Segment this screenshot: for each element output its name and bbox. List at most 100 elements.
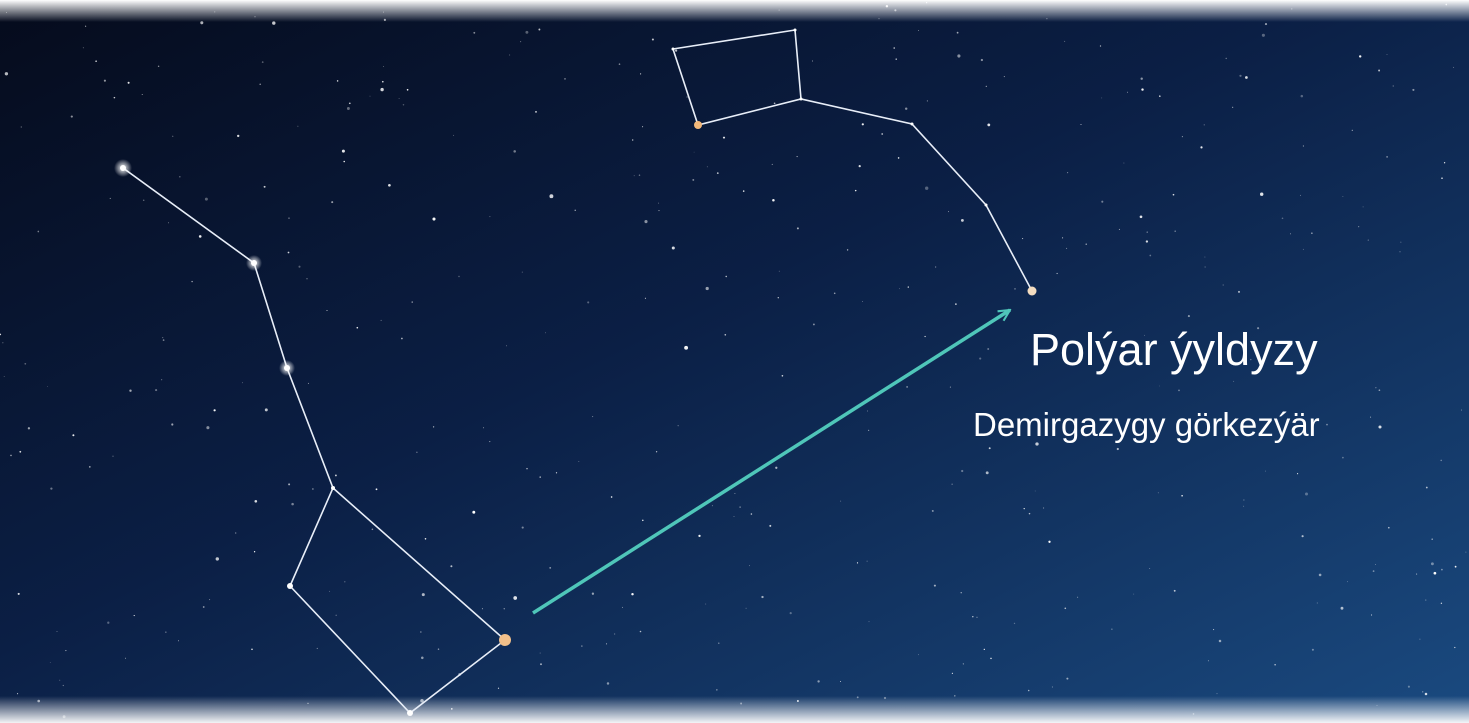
background-star (1086, 244, 1087, 245)
background-star (957, 32, 959, 34)
background-star (862, 123, 864, 125)
background-star (206, 426, 209, 429)
background-star (1204, 124, 1205, 125)
background-star (171, 423, 173, 425)
background-star (587, 301, 589, 303)
background-star (761, 596, 763, 598)
background-star (1378, 425, 1381, 428)
background-star (438, 648, 439, 649)
page: Polýar ýyldyzy Demirgazygy görkezýär (()… (0, 0, 1469, 723)
background-star (216, 557, 219, 560)
background-star (686, 96, 688, 98)
background-star (957, 54, 960, 57)
background-star (749, 565, 750, 566)
background-star (1100, 45, 1101, 46)
background-star (388, 184, 391, 187)
background-star (1081, 124, 1082, 125)
background-star (1465, 552, 1466, 553)
background-star (1181, 495, 1183, 497)
background-star (1453, 67, 1454, 68)
background-star (652, 38, 654, 40)
background-star (1174, 590, 1176, 592)
background-star (1312, 649, 1314, 651)
background-star (203, 606, 205, 608)
background-star (631, 593, 633, 595)
background-star (72, 434, 74, 436)
background-star (1217, 693, 1218, 694)
background-star (1067, 172, 1068, 173)
background-star (1300, 195, 1301, 196)
background-star (1188, 315, 1190, 317)
background-star (1052, 686, 1053, 687)
background-star (961, 592, 962, 593)
background-star (952, 673, 953, 674)
background-star (644, 220, 647, 223)
star (331, 486, 335, 490)
background-star (1182, 136, 1183, 137)
background-star (83, 47, 84, 48)
sky-illustration: Polýar ýyldyzy Demirgazygy görkezýär (0, 0, 1469, 723)
background-star (840, 501, 841, 502)
background-star (1375, 564, 1376, 565)
background-star (950, 387, 951, 388)
background-star (205, 198, 208, 201)
background-star (918, 654, 919, 655)
background-star (1302, 535, 1304, 537)
background-star (645, 298, 646, 299)
background-star (797, 227, 799, 229)
background-star (1149, 255, 1151, 257)
background-star (898, 157, 900, 159)
background-star (235, 532, 236, 533)
background-star (955, 303, 957, 305)
background-star (129, 390, 131, 392)
background-star (1147, 231, 1148, 232)
background-star (5, 72, 8, 75)
background-star (1431, 538, 1433, 540)
background-star (963, 663, 964, 664)
background-star (370, 96, 371, 97)
background-star (1149, 568, 1150, 569)
background-star (522, 272, 523, 273)
background-star (658, 210, 659, 211)
background-star (104, 80, 106, 82)
background-star (1303, 146, 1304, 147)
background-star (867, 411, 868, 412)
star-orange (694, 121, 702, 129)
background-star (614, 634, 615, 635)
background-star (312, 488, 313, 489)
background-star (535, 111, 537, 113)
background-star (908, 286, 909, 287)
background-star (347, 107, 350, 110)
background-star (288, 252, 290, 254)
background-star (977, 617, 978, 618)
background-star (678, 425, 679, 426)
background-star (743, 190, 744, 191)
background-star (412, 301, 413, 302)
background-star (1029, 513, 1031, 515)
background-star (972, 616, 973, 617)
background-star (549, 567, 551, 569)
background-star (1159, 95, 1161, 97)
background-star (483, 427, 484, 428)
background-star (1133, 594, 1134, 595)
background-star (1205, 267, 1206, 268)
background-star (114, 97, 116, 99)
background-star (242, 382, 243, 383)
background-star (1342, 457, 1344, 459)
background-star (1444, 162, 1445, 163)
background-star (1434, 572, 1437, 575)
background-star (734, 516, 735, 517)
background-star (50, 662, 51, 663)
background-star (1123, 163, 1124, 164)
background-star (254, 551, 255, 552)
background-star (813, 323, 815, 325)
background-star (19, 451, 21, 453)
background-star (812, 60, 813, 61)
background-star (1455, 566, 1457, 568)
background-star (790, 612, 792, 614)
background-star (1419, 639, 1420, 640)
background-star (71, 116, 73, 118)
background-star (1024, 508, 1025, 509)
background-star (509, 55, 510, 56)
background-star (772, 164, 773, 165)
